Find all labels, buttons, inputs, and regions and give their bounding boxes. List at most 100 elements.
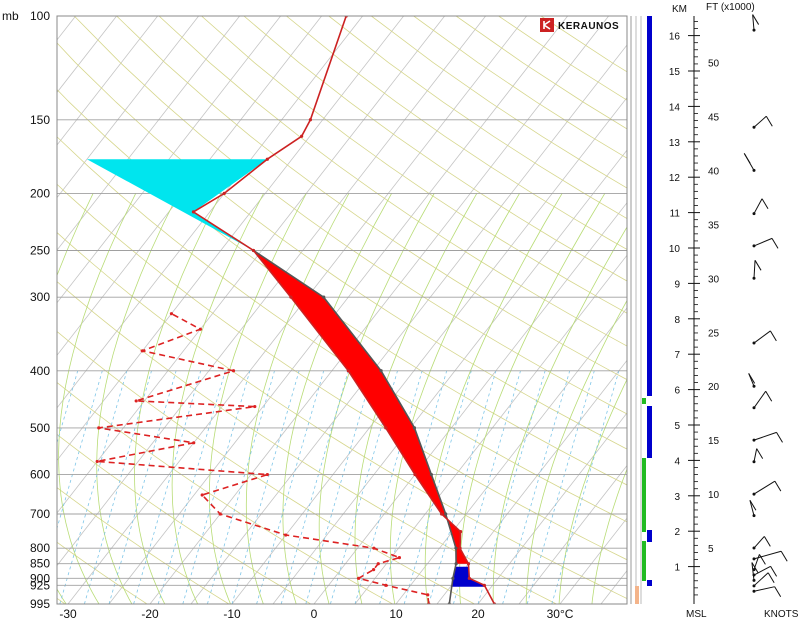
isotherm bbox=[57, 16, 199, 199]
isotherm bbox=[57, 16, 404, 462]
isotherm bbox=[313, 202, 627, 604]
wind-barb-feather bbox=[743, 153, 751, 164]
km-tick-label: 7 bbox=[674, 350, 680, 361]
mixing-ratio-line bbox=[182, 370, 251, 604]
wind-barb-staff bbox=[751, 562, 755, 581]
wind-barb-station bbox=[752, 492, 756, 496]
wind-barb-feather bbox=[752, 14, 760, 25]
pressure-tick-label: 100 bbox=[30, 9, 50, 23]
wind-barb-staff bbox=[753, 565, 771, 576]
dewpoint-line-point bbox=[134, 399, 138, 403]
dewpoint-line-point bbox=[218, 512, 222, 516]
isotherm bbox=[395, 307, 627, 604]
pressure-tick-label: 800 bbox=[30, 541, 50, 555]
mixing-ratio-line bbox=[526, 370, 595, 604]
wind-barb-station bbox=[752, 546, 756, 550]
pressure-tick-label: 200 bbox=[30, 186, 50, 200]
temperature-tick-label: 0 bbox=[311, 607, 318, 621]
ft-tick-label: 30 bbox=[708, 274, 720, 285]
dewpoint-line-point bbox=[426, 593, 430, 597]
wind-barb-feather bbox=[770, 566, 778, 577]
green-bar-high bbox=[642, 398, 646, 404]
isotherm bbox=[149, 16, 609, 604]
km-tick-label: 10 bbox=[669, 244, 681, 255]
isotherm bbox=[354, 254, 627, 604]
pressure-unit-label: mb bbox=[2, 9, 19, 23]
mixing-ratio-line bbox=[453, 370, 521, 604]
isotherm bbox=[57, 16, 281, 304]
parcel-line bbox=[253, 249, 457, 604]
knots-label: KNOTS bbox=[764, 609, 799, 620]
temperature-line-point bbox=[459, 530, 463, 534]
temperature-line-point bbox=[346, 369, 350, 373]
dewpoint-line bbox=[97, 312, 430, 604]
dewpoint-line-point bbox=[376, 562, 380, 566]
temperature-line-point bbox=[308, 118, 313, 122]
pressure-tick-label: 400 bbox=[30, 364, 50, 378]
temperature-line-point bbox=[439, 512, 444, 516]
km-tick-label: 15 bbox=[669, 67, 681, 78]
ft-tick-label: 45 bbox=[708, 112, 720, 123]
isotherm bbox=[108, 16, 568, 604]
dewpoint-line-point bbox=[265, 472, 269, 477]
wind-barb-station bbox=[752, 573, 756, 577]
wind-barb-staff bbox=[753, 431, 777, 441]
dewpoint-line-point bbox=[384, 583, 388, 587]
temperature-line-point bbox=[467, 576, 471, 580]
km-tick-label: 13 bbox=[669, 138, 681, 149]
isotherm bbox=[272, 149, 627, 604]
isotherm bbox=[436, 359, 627, 604]
temperature-line-point bbox=[482, 583, 486, 587]
parcel-line-point bbox=[412, 426, 417, 430]
dewpoint-line-point bbox=[372, 546, 376, 550]
km-tick-label: 1 bbox=[674, 563, 680, 574]
temperature-line-point bbox=[289, 295, 293, 299]
mixing-ratio-line bbox=[59, 370, 128, 604]
wind-barb-station bbox=[752, 578, 756, 582]
temperature-axis: -30 -20 -10 0 10 20 30°C bbox=[59, 607, 573, 621]
background-grid bbox=[57, 16, 627, 604]
pressure-tick-label: 150 bbox=[30, 113, 50, 127]
mixing-ratio-line bbox=[256, 370, 325, 604]
wind-barb-station bbox=[752, 406, 756, 410]
mixing-ratio-line bbox=[84, 370, 152, 604]
parcel-line-point bbox=[444, 512, 448, 516]
wind-barb-station bbox=[752, 28, 756, 32]
dewpoint-line-point bbox=[97, 426, 101, 430]
wind-barb-station bbox=[752, 460, 756, 464]
ft-axis-label: FT (x1000) bbox=[706, 2, 755, 13]
temperature-line-point bbox=[413, 472, 417, 477]
green-bar-low bbox=[642, 541, 646, 581]
parcel-line-point bbox=[454, 546, 458, 550]
pressure-tick-label: 700 bbox=[30, 507, 50, 521]
temperature-tick-label: 30°C bbox=[547, 607, 574, 621]
wind-barb-feather bbox=[748, 373, 756, 384]
mixing-ratio-line bbox=[231, 370, 300, 604]
wind-barb-staff bbox=[753, 448, 758, 462]
ft-tick-label: 15 bbox=[708, 436, 720, 447]
blue-bar-middle bbox=[647, 406, 652, 458]
wind-barb-staff bbox=[753, 260, 756, 279]
pressure-tick-label: 300 bbox=[30, 290, 50, 304]
pressure-tick-label: 900 bbox=[30, 571, 50, 585]
wind-barb-station bbox=[752, 589, 756, 593]
ft-tick-label: 5 bbox=[708, 544, 714, 555]
isotherm bbox=[67, 16, 527, 604]
km-tick-label: 16 bbox=[669, 32, 681, 43]
wind-barb-staff bbox=[753, 536, 765, 549]
mixing-ratio-line bbox=[354, 370, 423, 604]
ft-tick-label: 40 bbox=[708, 166, 720, 177]
wind-barb-staff bbox=[753, 550, 782, 560]
parcel-line-point bbox=[379, 369, 383, 373]
temperature-line-point bbox=[191, 210, 196, 214]
temperature-line-point bbox=[265, 157, 269, 161]
dewpoint-line-point bbox=[169, 312, 174, 316]
surface-bar bbox=[635, 586, 639, 604]
blue-bar-low bbox=[647, 530, 652, 542]
wind-barb-staff bbox=[753, 572, 769, 587]
wind-barb-station bbox=[752, 168, 756, 172]
km-tick-label: 5 bbox=[674, 421, 680, 432]
mixing-ratio-line bbox=[502, 370, 571, 604]
